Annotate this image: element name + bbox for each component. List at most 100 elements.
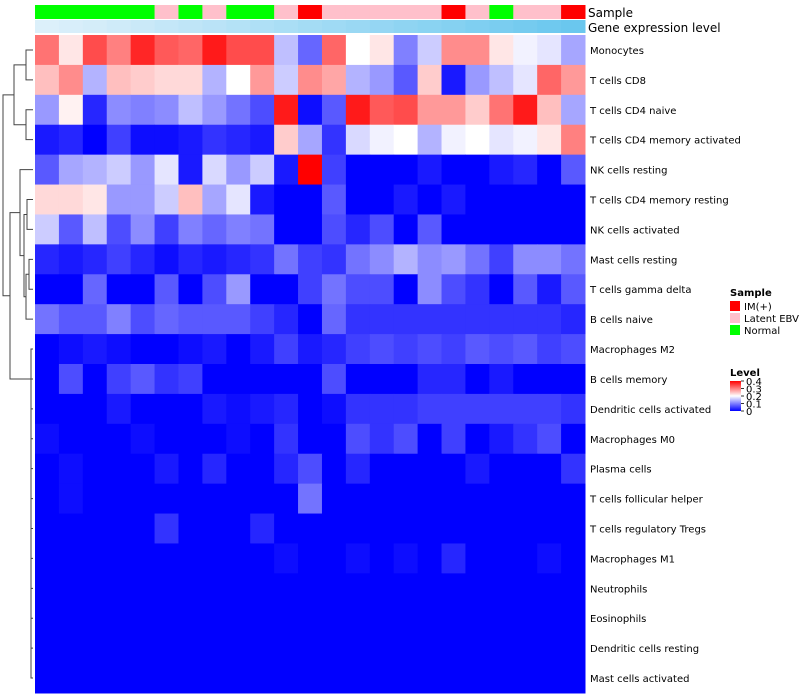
heatmap-cell bbox=[369, 573, 395, 604]
heatmap-cell bbox=[130, 453, 156, 485]
heatmap-cell bbox=[130, 35, 156, 66]
heatmap-cell bbox=[489, 334, 514, 365]
heatmap-cell bbox=[298, 274, 323, 305]
heatmap-cell bbox=[465, 274, 490, 305]
heatmap-cell bbox=[178, 35, 203, 66]
row-label: Eosinophils bbox=[590, 614, 646, 625]
heatmap-cell bbox=[226, 423, 251, 455]
heatmap-cell bbox=[513, 334, 538, 365]
heatmap-cell bbox=[321, 453, 347, 485]
heatmap-cell bbox=[250, 483, 275, 515]
heatmap-cell bbox=[369, 214, 395, 245]
heatmap-cell bbox=[154, 304, 179, 335]
heatmap-cell bbox=[58, 633, 84, 664]
heatmap-cell bbox=[35, 244, 60, 275]
sample-annotation-cell bbox=[250, 5, 275, 19]
heatmap-cell bbox=[154, 483, 179, 515]
heatmap-cell bbox=[130, 483, 156, 515]
heatmap-cell bbox=[226, 573, 251, 604]
heatmap-cell bbox=[202, 274, 227, 305]
heatmap-cell bbox=[298, 603, 323, 634]
heatmap-cell bbox=[178, 184, 203, 215]
heatmap-cell bbox=[369, 513, 395, 544]
heatmap-cell bbox=[417, 184, 443, 215]
sample-annotation-cell bbox=[513, 5, 538, 19]
heatmap-cell bbox=[489, 64, 514, 96]
heatmap-cell bbox=[226, 35, 251, 66]
heatmap-cell bbox=[417, 64, 443, 96]
heatmap-cell bbox=[274, 35, 299, 66]
heatmap-cell bbox=[513, 423, 538, 455]
heatmap-cell bbox=[393, 364, 419, 395]
heatmap-cell bbox=[82, 573, 108, 604]
heatmap-cell bbox=[465, 64, 490, 96]
heatmap-cell bbox=[250, 364, 275, 395]
row-label: T cells CD4 memory resting bbox=[589, 196, 729, 207]
heatmap-cell bbox=[321, 543, 347, 574]
heatmap-cell bbox=[35, 214, 60, 245]
heatmap-cell bbox=[345, 364, 371, 395]
heatmap-cell bbox=[393, 543, 419, 574]
heatmap-cell bbox=[35, 543, 60, 574]
heatmap-cell bbox=[513, 304, 538, 335]
row-label: Mast cells activated bbox=[590, 674, 689, 685]
heatmap-cell bbox=[393, 663, 419, 694]
legend-label: Normal bbox=[744, 326, 780, 337]
heatmap-cell bbox=[250, 603, 275, 634]
heatmap-cell bbox=[35, 483, 60, 515]
heatmap-cell bbox=[537, 244, 562, 275]
heatmap-cell bbox=[561, 453, 586, 485]
heatmap-cell bbox=[393, 334, 419, 365]
heatmap-cell bbox=[178, 453, 203, 485]
heatmap-cell bbox=[178, 124, 203, 156]
heatmap-cell bbox=[321, 304, 347, 335]
heatmap-cell bbox=[369, 274, 395, 305]
heatmap-cell bbox=[226, 334, 251, 365]
heatmap-cell bbox=[489, 513, 514, 544]
heatmap-cell bbox=[130, 244, 156, 275]
heatmap-cell bbox=[58, 64, 84, 96]
heatmap-cell bbox=[513, 124, 538, 156]
heatmap-cell bbox=[106, 214, 132, 245]
heatmap-cell bbox=[345, 603, 371, 634]
heatmap-cell bbox=[226, 274, 251, 305]
gene-expression-cell bbox=[130, 20, 156, 33]
heatmap-cell bbox=[393, 64, 419, 96]
heatmap-cell bbox=[369, 184, 395, 215]
heatmap-cell bbox=[393, 633, 419, 664]
gene-expression-annotation-bar bbox=[35, 20, 586, 33]
heatmap-cell bbox=[298, 154, 323, 186]
heatmap-cell bbox=[465, 154, 490, 186]
heatmap-cell bbox=[561, 244, 586, 275]
heatmap-cell bbox=[298, 94, 323, 126]
sample-annotation-cell bbox=[417, 5, 443, 19]
heatmap-cell bbox=[58, 184, 84, 215]
heatmap-cell bbox=[274, 423, 299, 455]
heatmap-cell bbox=[274, 304, 299, 335]
heatmap-cell bbox=[537, 154, 562, 186]
heatmap-cell bbox=[465, 483, 490, 515]
heatmap-cell bbox=[393, 244, 419, 275]
heatmap-cell bbox=[345, 154, 371, 186]
heatmap-cell bbox=[106, 334, 132, 365]
heatmap-cell bbox=[417, 334, 443, 365]
heatmap-cell bbox=[250, 543, 275, 574]
row-label: Neutrophils bbox=[590, 584, 647, 595]
dendrogram-branch bbox=[2, 94, 14, 297]
heatmap-cell bbox=[489, 304, 514, 335]
heatmap-cell bbox=[345, 453, 371, 485]
heatmap-cell bbox=[106, 453, 132, 485]
heatmap-cell bbox=[345, 124, 371, 156]
heatmap-cell bbox=[417, 244, 443, 275]
heatmap-cell bbox=[537, 423, 562, 455]
heatmap-cell bbox=[130, 543, 156, 574]
heatmap-cell bbox=[226, 184, 251, 215]
heatmap-cell bbox=[489, 483, 514, 515]
heatmap-cell bbox=[298, 633, 323, 664]
heatmap-cell bbox=[369, 244, 395, 275]
heatmap-cell bbox=[250, 663, 275, 694]
heatmap-cell bbox=[250, 274, 275, 305]
heatmap-cell bbox=[106, 35, 132, 66]
heatmap-cell bbox=[321, 483, 347, 515]
sample-annotation-cell bbox=[274, 5, 299, 19]
